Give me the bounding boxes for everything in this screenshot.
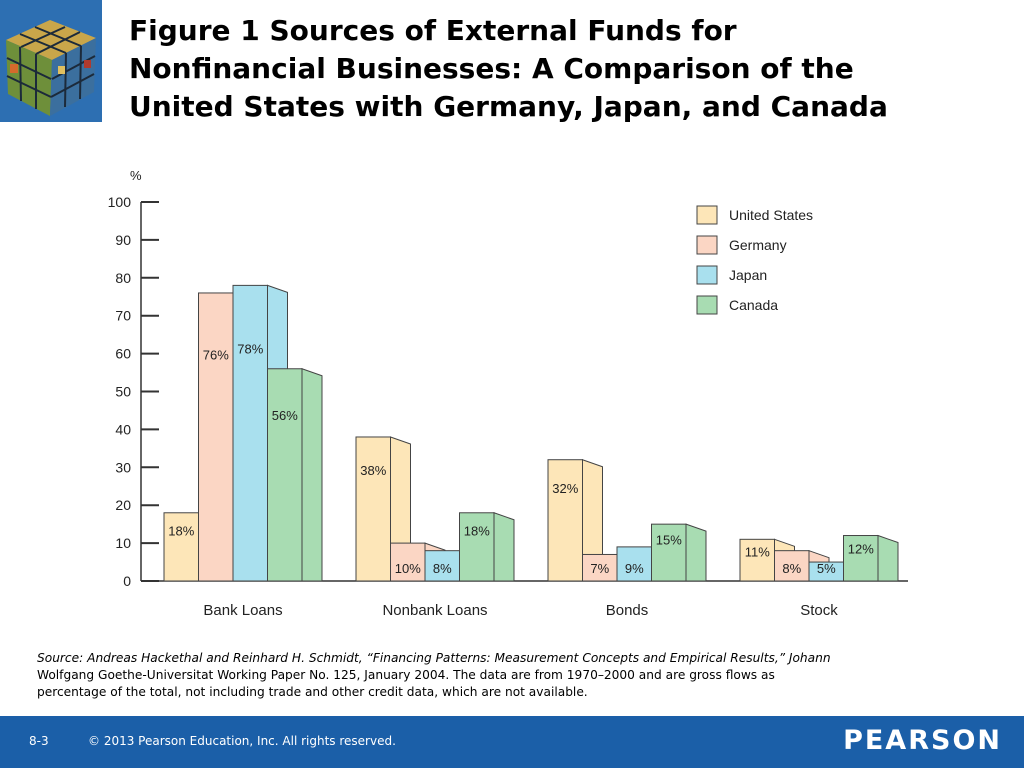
legend-label-germany: Germany <box>729 237 787 253</box>
bar-germany-bonds <box>582 553 618 582</box>
data-label-canada-1: 18% <box>464 523 490 538</box>
data-label-japan-1: 8% <box>433 561 452 576</box>
data-label-germany-1: 10% <box>395 561 421 576</box>
bar-side-canada-1 <box>493 512 515 582</box>
slide-number: 8-3 <box>29 734 49 748</box>
bar-side-canada-0 <box>301 368 323 582</box>
data-label-united-states-2: 32% <box>552 481 578 496</box>
title-line-2: Nonfinancial Businesses: A Comparison of… <box>129 52 854 85</box>
bar-chart: % 0 10 20 30 40 50 60 70 80 90 100 Bank Loans Nonbank… <box>108 168 908 619</box>
copyright-text: © 2013 Pearson Education, Inc. All right… <box>88 734 396 748</box>
cube-image <box>0 0 102 122</box>
y-tick-label-40: 40 <box>115 421 131 437</box>
bar-canada-nonbank-loans <box>459 512 495 582</box>
x-tick-label-stock: Stock <box>800 602 838 619</box>
bar-japan-bonds <box>616 546 652 582</box>
y-tick-label-10: 10 <box>115 535 131 551</box>
legend-label-canada: Canada <box>729 297 778 313</box>
rubiks-cube-logo <box>0 0 102 122</box>
y-tick-label-0: 0 <box>123 573 131 589</box>
pearson-logo: PEARSON <box>843 725 1002 756</box>
title-line-1: Figure 1 Sources of External Funds for <box>129 14 737 47</box>
y-tick-label-60: 60 <box>115 346 131 362</box>
source-note: Source: Andreas Hackethal and Reinhard H… <box>37 650 987 701</box>
y-tick-label-20: 20 <box>115 497 131 513</box>
y-tick-label-50: 50 <box>115 384 131 400</box>
legend-swatch-united-states <box>696 205 718 225</box>
y-tick-label-100: 100 <box>108 194 132 210</box>
data-label-united-states-0: 18% <box>168 523 194 538</box>
data-label-germany-3: 8% <box>782 561 801 576</box>
data-label-united-states-3: 11% <box>745 545 770 560</box>
bar-united-states-bank-loans <box>163 512 199 582</box>
bar-japan-bank-loans <box>232 284 268 582</box>
y-axis-label: % <box>130 168 142 183</box>
y-tick-label-80: 80 <box>115 270 131 286</box>
bar-germany-bank-loans <box>198 292 234 582</box>
y-tick-label-70: 70 <box>115 308 131 324</box>
data-label-germany-0: 76% <box>203 348 229 363</box>
bar-side-canada-2 <box>685 523 707 582</box>
legend-swatch-canada <box>696 295 718 315</box>
source-line-1: Source: Andreas Hackethal and Reinhard H… <box>37 651 831 665</box>
x-tick-label-bonds: Bonds <box>606 602 649 619</box>
bar-side-canada-3 <box>877 534 899 582</box>
bar-united-states-stock <box>739 538 775 582</box>
title-line-3: United States with Germany, Japan, and C… <box>129 90 888 123</box>
data-label-canada-0: 56% <box>272 408 298 423</box>
legend-swatch-germany <box>696 235 718 255</box>
footer-bar: 8-3 © 2013 Pearson Education, Inc. All r… <box>0 716 1024 768</box>
bar-united-states-bonds <box>547 459 583 582</box>
data-label-japan-2: 9% <box>625 561 644 576</box>
figure-title: Figure 1 Sources of External Funds for N… <box>129 12 1009 126</box>
data-label-germany-2: 7% <box>590 561 609 576</box>
bar-canada-bank-loans <box>267 368 303 582</box>
data-label-canada-2: 15% <box>656 533 682 548</box>
data-label-japan-0: 78% <box>237 342 263 357</box>
bar-canada-bonds <box>651 523 687 582</box>
x-tick-label-bank-loans: Bank Loans <box>203 602 282 619</box>
data-label-canada-3: 12% <box>848 542 874 557</box>
bar-germany-stock <box>774 550 810 582</box>
bar-canada-stock <box>843 535 879 582</box>
y-tick-label-90: 90 <box>115 232 131 248</box>
source-line-2: Wolfgang Goethe-Universitat Working Pape… <box>37 668 775 682</box>
bar-united-states-nonbank-loans <box>355 436 391 582</box>
y-tick-label-30: 30 <box>115 459 131 475</box>
x-tick-label-nonbank-loans: Nonbank Loans <box>382 602 487 619</box>
data-label-united-states-1: 38% <box>360 463 386 478</box>
source-line-3: percentage of the total, not including t… <box>37 685 588 699</box>
legend-label-united-states: United States <box>729 207 813 223</box>
data-label-japan-3: 5% <box>817 561 836 576</box>
legend-swatch-japan <box>696 265 718 285</box>
legend-label-japan: Japan <box>729 267 767 283</box>
